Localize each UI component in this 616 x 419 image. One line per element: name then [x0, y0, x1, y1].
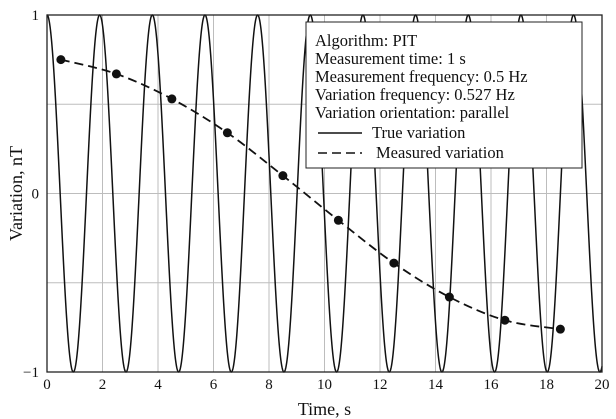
- info-algorithm: Algorithm: PIT: [315, 31, 417, 50]
- y-tick-label: 0: [32, 187, 40, 203]
- plot-frame: [46, 14, 603, 373]
- legend-box: Algorithm: PIT Measurement time: 1 s Mea…: [305, 21, 583, 169]
- y-tick-label: −1: [23, 365, 39, 381]
- measured-variation-point: [278, 171, 288, 181]
- measured-variation-point: [500, 315, 510, 325]
- y-axis-label: Variation, nT: [6, 146, 26, 241]
- x-axis-label: Time, s: [298, 399, 351, 419]
- x-tick-label: 16: [484, 377, 500, 393]
- legend-measured-variation-label: Measured variation: [376, 143, 504, 162]
- measured-variation-layer: [56, 55, 565, 334]
- info-variation-orientation: Variation orientation: parallel: [315, 103, 510, 122]
- legend-true-variation-label: True variation: [372, 123, 465, 142]
- info-variation-frequency: Variation frequency: 0.527 Hz: [315, 85, 515, 104]
- x-tick-label: 8: [265, 377, 273, 393]
- y-tick-label: 1: [32, 8, 40, 24]
- info-measurement-frequency: Measurement frequency: 0.5 Hz: [315, 67, 528, 86]
- x-tick-label: 6: [210, 377, 218, 393]
- x-tick-label: 12: [373, 377, 388, 393]
- x-tick-labels: 0 2 4 6 8 10 12 14 16 18 20: [43, 377, 609, 393]
- measured-variation-point: [222, 128, 232, 138]
- measured-variation-point: [111, 69, 121, 79]
- x-tick-label: 4: [154, 377, 162, 393]
- measured-variation-point: [444, 292, 454, 302]
- info-measurement-time: Measurement time: 1 s: [315, 49, 466, 68]
- x-tick-label: 20: [595, 377, 610, 393]
- measured-variation-point: [56, 55, 66, 65]
- x-tick-label: 18: [539, 377, 554, 393]
- measured-variation-point: [167, 94, 177, 104]
- measured-variation-point: [333, 215, 343, 225]
- y-tick-labels: −1 0 1: [23, 8, 39, 381]
- x-tick-label: 2: [99, 377, 107, 393]
- measured-variation-point: [555, 324, 565, 334]
- x-tick-label: 14: [428, 377, 444, 393]
- measured-variation-line: [60, 58, 561, 331]
- measured-variation-point: [389, 258, 399, 268]
- x-tick-label: 10: [317, 377, 332, 393]
- x-tick-label: 0: [43, 377, 51, 393]
